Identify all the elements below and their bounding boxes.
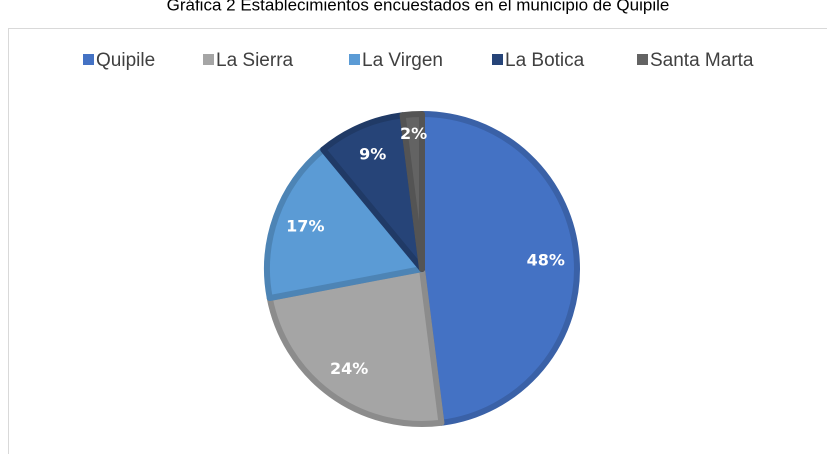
pie-slice [264, 146, 425, 302]
pie-slice [399, 111, 425, 272]
legend-label: La Virgen [362, 50, 443, 71]
legend-label: Santa Marta [650, 50, 754, 71]
pie-slice [419, 111, 581, 426]
legend-swatch [203, 54, 214, 65]
legend-label: La Botica [505, 50, 585, 71]
chart-title: Gráfica 2 Establecimientos encuestados e… [167, 0, 670, 14]
data-label: 48% [527, 251, 565, 270]
chart-frame [8, 28, 827, 454]
pie-slice [266, 266, 445, 427]
data-label: 2% [400, 124, 427, 143]
data-label: 17% [286, 216, 324, 235]
legend-swatch [637, 54, 648, 65]
legend-swatch [492, 54, 503, 65]
legend-swatch [349, 54, 360, 65]
legend-swatch [83, 54, 94, 65]
data-label: 24% [330, 359, 368, 378]
legend-label: Quipile [96, 50, 155, 71]
legend-label: La Sierra [216, 50, 294, 71]
data-label: 9% [359, 145, 386, 164]
